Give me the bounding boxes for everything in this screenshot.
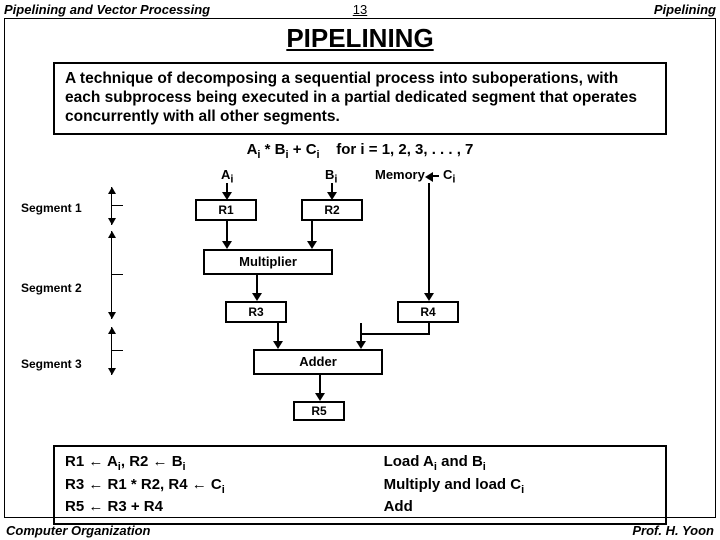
slide-frame: PIPELINING A technique of decomposing a … <box>4 18 716 518</box>
formula: Ai * Bi + Ci for i = 1, 2, 3, . . . , 7 <box>5 141 715 161</box>
r4-box: R4 <box>397 301 459 323</box>
memory-label: Memory <box>375 167 425 182</box>
header-left: Pipelining and Vector Processing <box>4 2 210 17</box>
pipeline-diagram: Ai Bi Memory Ci Segment 1 Segment 2 Segm… <box>5 161 715 441</box>
r1-box: R1 <box>195 199 257 221</box>
footer-right: Prof. H. Yoon <box>632 523 714 538</box>
microops-box: R1 ← Ai, R2 ← Bi R3 ← R1 * R2, R4 ← Ci R… <box>53 445 667 525</box>
definition-box: A technique of decomposing a sequential … <box>53 62 667 135</box>
adder-box: Adder <box>253 349 383 375</box>
footer-left: Computer Organization <box>6 523 150 538</box>
input-c-label: Ci <box>443 167 455 186</box>
segment-1-label: Segment 1 <box>21 201 82 215</box>
r5-box: R5 <box>293 401 345 421</box>
segment-3-label: Segment 3 <box>21 357 82 371</box>
page-number: 13 <box>353 2 367 17</box>
r3-box: R3 <box>225 301 287 323</box>
multiplier-box: Multiplier <box>203 249 333 275</box>
page-title: PIPELINING <box>5 23 715 54</box>
r2-box: R2 <box>301 199 363 221</box>
segment-2-label: Segment 2 <box>21 281 82 295</box>
header-right: Pipelining <box>654 2 716 17</box>
